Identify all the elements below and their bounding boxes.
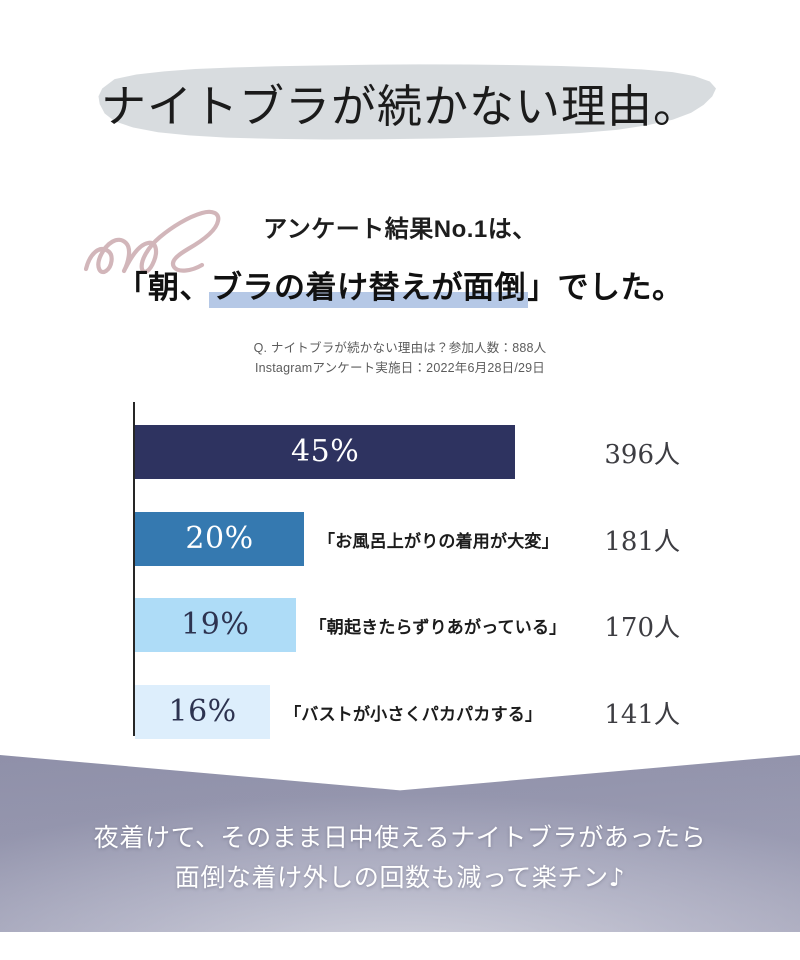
footer-message-line-1: 夜着けて、そのまま日中使えるナイトブラがあったら [93, 823, 707, 852]
footer-message-line-2: 面倒な着け外しの回数も減って楽チン♪ [174, 863, 626, 892]
chart-bar-3-label: 「朝起きたらずりあがっている」 [309, 617, 567, 637]
brush-stroke-icon [98, 64, 716, 140]
survey-source: Instagramアンケート実施日：2022年6月28日/29日 [254, 361, 546, 375]
subtitle-line-2: 「朝、ブラの着け替えが面倒」でした。 [0, 267, 800, 309]
chart-bar-4-label: 「バストが小さくパカパカする」 [284, 704, 543, 724]
survey-note: Q. ナイトブラが続かない理由は？参加人数：888人 Instagramアンケー… [0, 338, 800, 378]
chart-bar-2: 20% [135, 512, 304, 566]
subtitle-highlight: ブラの着け替えが面倒 [209, 267, 528, 309]
subtitle-block: アンケート結果No.1は、 「朝、ブラの着け替えが面倒」でした。 [0, 205, 800, 325]
chart-bar-2-label: 「お風呂上がりの着用が大変」 [318, 531, 559, 551]
chart-bar-1: 45% [135, 425, 516, 479]
subtitle-quote-open: 「朝、 [116, 270, 211, 305]
chart-axis-line [133, 402, 135, 736]
chart-bar-4-value: 16% [168, 694, 237, 729]
chart-bar-2-value: 20% [185, 521, 254, 556]
survey-bar-chart: 45% 396人 20% 「お風呂上がりの着用が大変」 181人 19% 「朝起… [0, 400, 800, 740]
survey-question: Q. ナイトブラが続かない理由は？参加人数：888人 [253, 341, 547, 355]
chart-bar-2-count: 181人 [604, 526, 680, 557]
chart-bar-3: 19% [135, 598, 296, 652]
chart-bar-4-count: 141人 [604, 699, 680, 730]
page-title: ナイトブラが続かない理由。 [100, 80, 699, 133]
subtitle-quote-close: 」でした。 [526, 270, 684, 305]
chart-bar-1-count: 396人 [604, 439, 680, 470]
chart-bar-3-count: 170人 [604, 612, 680, 643]
chart-bar-3-value: 19% [181, 607, 250, 642]
chart-bar-1-value: 45% [291, 434, 360, 469]
chart-bar-4: 16% [135, 685, 271, 739]
footer-message: 夜着けて、そのまま日中使えるナイトブラがあったら 面倒な着け外しの回数も減って楽… [0, 818, 800, 898]
subtitle-line-1: アンケート結果No.1は、 [263, 216, 537, 243]
hero-title-block: ナイトブラが続かない理由。 [0, 58, 800, 168]
